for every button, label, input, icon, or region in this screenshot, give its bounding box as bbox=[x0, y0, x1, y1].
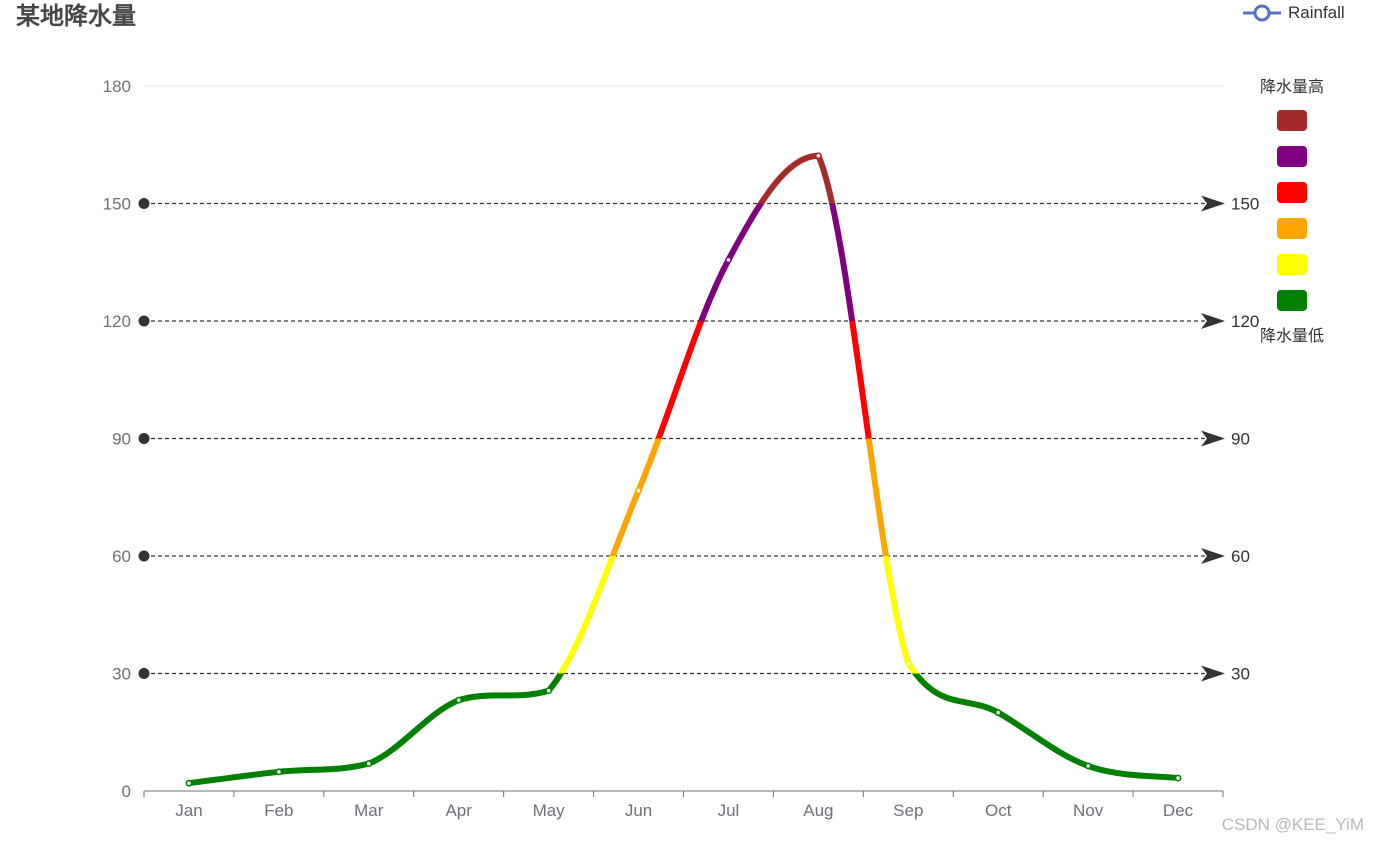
x-tick-label: Aug bbox=[803, 801, 833, 820]
data-point[interactable] bbox=[994, 709, 1002, 717]
x-tick-label: Sep bbox=[893, 801, 923, 820]
mark-line-start bbox=[138, 198, 150, 209]
mark-line-start bbox=[138, 668, 150, 679]
data-point[interactable] bbox=[814, 152, 822, 160]
mark-line-start bbox=[138, 433, 150, 444]
x-tick-label: Dec bbox=[1163, 801, 1194, 820]
data-point[interactable] bbox=[545, 687, 553, 695]
axes: 0 180 Jan Feb Mar Apr May Jun Jul Aug Sep Oct Nov Dec bbox=[103, 77, 1224, 820]
visual-map-low-label: 降水量低 bbox=[1260, 326, 1324, 345]
visual-map[interactable]: 降水量高 降水量低 bbox=[1260, 77, 1324, 345]
x-tick-label: Jul bbox=[718, 801, 740, 820]
mark-line-label: 120 bbox=[1231, 312, 1259, 331]
data-point[interactable] bbox=[1174, 774, 1182, 782]
data-point[interactable] bbox=[1084, 762, 1092, 770]
data-point[interactable] bbox=[635, 487, 642, 494]
y-tick-label: 60 bbox=[112, 547, 131, 566]
visual-map-swatch[interactable] bbox=[1277, 218, 1307, 239]
legend-circle-icon bbox=[1253, 4, 1271, 22]
mark-line-start bbox=[138, 315, 150, 327]
legend[interactable]: Rainfall bbox=[1243, 3, 1345, 22]
watermark: CSDN @KEE_YiM bbox=[1222, 815, 1364, 834]
data-point[interactable] bbox=[455, 696, 463, 704]
y-tick-label: 30 bbox=[112, 665, 131, 684]
y-tick-label: 120 bbox=[103, 312, 131, 331]
data-point[interactable] bbox=[904, 659, 912, 667]
data-point[interactable] bbox=[725, 256, 732, 264]
x-tick-label: Mar bbox=[354, 801, 384, 820]
chart-title: 某地降水量 bbox=[16, 2, 136, 30]
data-point[interactable] bbox=[275, 768, 283, 776]
x-tick-label: Oct bbox=[985, 801, 1012, 820]
series-line bbox=[185, 152, 1182, 787]
y-tick-label: 150 bbox=[103, 195, 131, 214]
x-tick-label: Nov bbox=[1073, 801, 1104, 820]
data-point[interactable] bbox=[365, 760, 373, 767]
x-tick-label: Apr bbox=[445, 801, 472, 820]
visual-map-swatch[interactable] bbox=[1277, 146, 1307, 167]
series-rainfall bbox=[185, 152, 1182, 787]
x-tick-label: Jan bbox=[175, 801, 202, 820]
mark-line-label: 150 bbox=[1231, 195, 1259, 214]
mark-line-label: 30 bbox=[1231, 665, 1250, 684]
x-tick-label: Jun bbox=[625, 801, 652, 820]
legend-label: Rainfall bbox=[1288, 3, 1345, 22]
visual-map-high-label: 降水量高 bbox=[1260, 77, 1324, 96]
mark-line-label: 60 bbox=[1231, 547, 1250, 566]
y-tick-label: 180 bbox=[103, 77, 131, 96]
data-point[interactable] bbox=[185, 779, 193, 787]
y-tick-label: 90 bbox=[112, 430, 131, 449]
mark-line-start bbox=[138, 550, 150, 562]
visual-map-swatch[interactable] bbox=[1277, 110, 1307, 131]
x-tick-label: Feb bbox=[264, 801, 293, 820]
visual-map-swatch[interactable] bbox=[1277, 182, 1307, 203]
mark-line-label: 90 bbox=[1231, 430, 1250, 449]
visual-map-swatch[interactable] bbox=[1277, 290, 1307, 311]
y-tick-label: 0 bbox=[122, 782, 131, 801]
mark-lines: 30 30 60 60 90 90 120 120 150 150 bbox=[103, 195, 1260, 684]
x-tick-label: May bbox=[533, 801, 566, 820]
visual-map-swatch[interactable] bbox=[1277, 254, 1307, 275]
